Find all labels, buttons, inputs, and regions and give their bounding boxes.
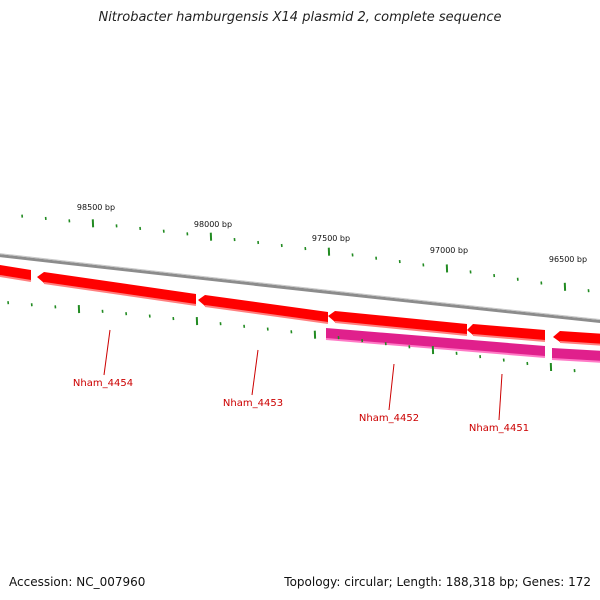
gene-arrow-nham-4454[interactable] xyxy=(37,272,196,305)
outer-tick-marks xyxy=(21,214,590,293)
accession-text: Accession: NC_007960 xyxy=(9,575,146,589)
gene-shade-strip xyxy=(0,275,600,346)
gene-label-nham-4451[interactable]: Nham_4451 xyxy=(469,423,529,434)
ruler-label-98500: 98500 bp xyxy=(77,203,115,212)
gene-arrow-5[interactable] xyxy=(553,331,600,345)
gene-label-nham-4454[interactable]: Nham_4454 xyxy=(73,378,133,389)
ruler-label-98000: 98000 bp xyxy=(194,220,232,229)
gene-arrow-4[interactable] xyxy=(467,324,545,341)
map-title: Nitrobacter hamburgensis X14 plasmid 2, … xyxy=(98,10,502,25)
leader-nham-4452 xyxy=(388,363,395,411)
plasmid-backbone xyxy=(0,254,600,323)
gene-label-nham-4452[interactable]: Nham_4452 xyxy=(359,413,419,424)
gene-arrow-nham-4453[interactable] xyxy=(198,295,328,323)
gene-track-forward xyxy=(0,265,600,346)
ruler-label-97000: 97000 bp xyxy=(430,246,468,255)
gene-arrow-nham-4452[interactable] xyxy=(328,311,467,335)
ruler-label-96500: 96500 bp xyxy=(549,255,587,264)
gene-label-nham-4453[interactable]: Nham_4453 xyxy=(223,398,283,409)
cds-bar-nham-4452[interactable] xyxy=(326,328,545,357)
leader-nham-4453 xyxy=(251,349,259,396)
ruler-labels: 98500 bp 98000 bp 97500 bp 97000 bp 9650… xyxy=(77,203,587,264)
gene-label-leaders xyxy=(103,329,503,421)
leader-nham-4454 xyxy=(103,329,111,376)
gene-labels: Nham_4454 Nham_4453 Nham_4452 Nham_4451 xyxy=(73,378,529,434)
plasmid-backbone-highlight xyxy=(0,253,600,320)
inner-tick-marks xyxy=(7,301,576,373)
topology-text: Topology: circular; Length: 188,318 bp; … xyxy=(284,575,591,589)
cds-bar-nham-4451[interactable] xyxy=(552,348,600,362)
leader-nham-4451 xyxy=(498,373,503,421)
ruler-label-97500: 97500 bp xyxy=(312,234,350,243)
